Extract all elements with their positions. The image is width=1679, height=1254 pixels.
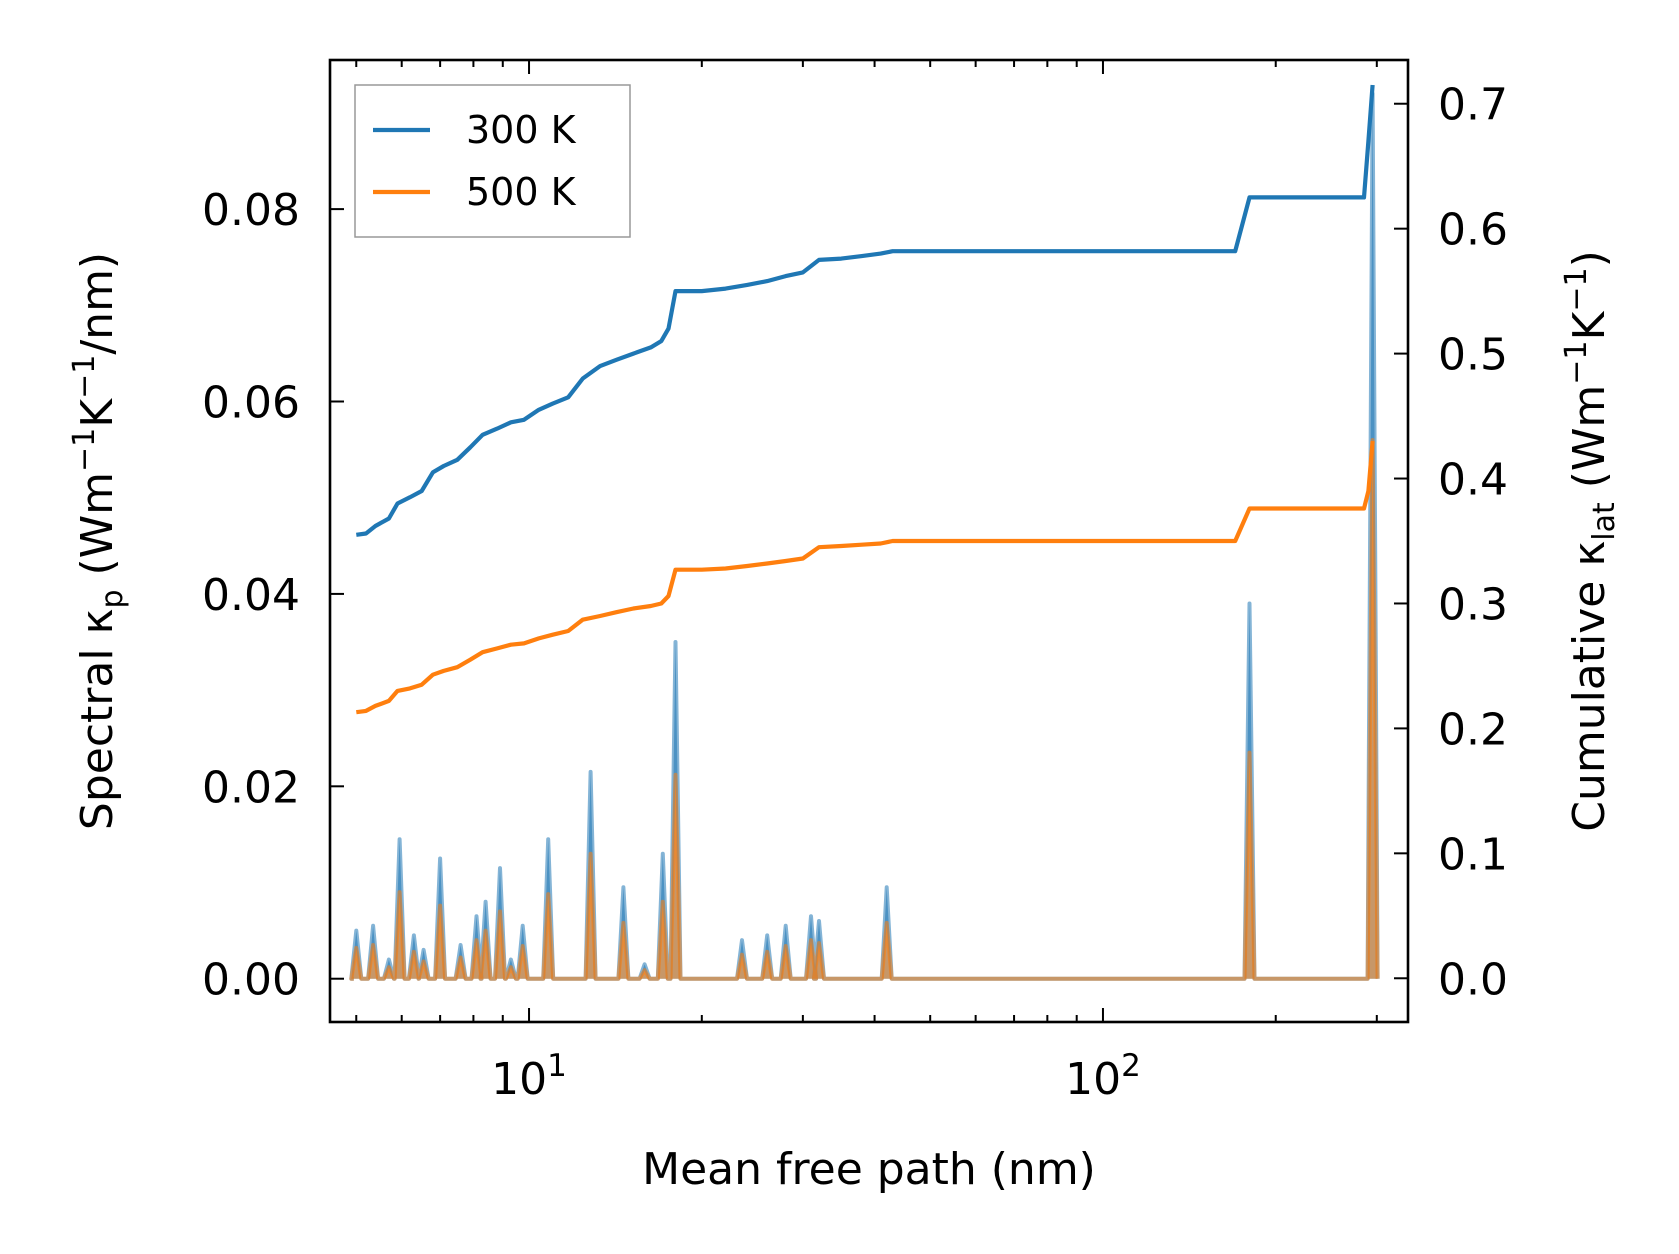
x-axis-title: Mean free path (nm) xyxy=(642,1144,1096,1195)
left-tick-label: 0.06 xyxy=(202,378,300,429)
legend: 300 K 500 K xyxy=(354,84,631,238)
axes-layer: 101 102 0.00 0.02 0.04 0.06 0.08 0.0 0.1 0.2 0.3 0.… xyxy=(67,58,1622,1195)
x-tick-label: 102 xyxy=(1065,1048,1141,1105)
cumulative-series-layer xyxy=(356,84,1375,715)
cumulative-line-500-k xyxy=(356,440,1375,715)
right-tick-label: 0.1 xyxy=(1438,829,1508,880)
left-tick-label: 0.00 xyxy=(202,955,300,1006)
right-tick-label: 0.7 xyxy=(1438,80,1508,131)
right-tick-label: 0.3 xyxy=(1438,579,1508,630)
legend-label-500-k: 500 K xyxy=(466,170,577,214)
left-tick-label: 0.02 xyxy=(202,762,300,813)
right-tick-label: 0.0 xyxy=(1438,954,1508,1005)
left-axis-title: Spectral κp (Wm−1K−1/nm) xyxy=(67,252,130,830)
cumulative-line-300-k xyxy=(356,84,1375,537)
right-tick-label: 0.4 xyxy=(1438,455,1508,506)
left-tick-label: 0.08 xyxy=(202,185,300,236)
legend-label-300-k: 300 K xyxy=(466,108,577,152)
spectral-line-500-k xyxy=(349,438,1380,981)
x-tick-label: 101 xyxy=(491,1048,567,1105)
right-tick-label: 0.5 xyxy=(1438,330,1508,381)
right-axis-title: Cumulative κlat (Wm−1K−1) xyxy=(1559,250,1622,832)
right-tick-label: 0.6 xyxy=(1438,205,1508,256)
right-tick-label: 0.2 xyxy=(1438,704,1508,755)
spectral-series-layer xyxy=(349,91,1380,981)
left-tick-label: 0.04 xyxy=(202,570,300,621)
legend-box xyxy=(354,84,631,238)
plot-frame xyxy=(328,58,1410,1024)
